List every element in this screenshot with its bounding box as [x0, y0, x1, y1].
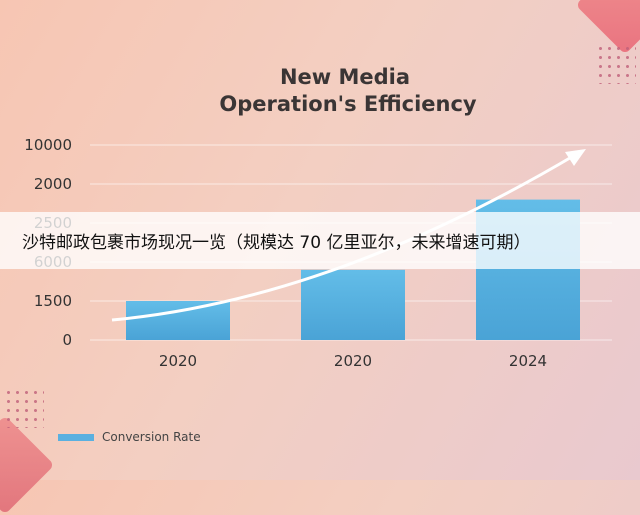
x-category-label: 2024: [509, 352, 547, 370]
y-tick-label: 0: [62, 331, 72, 349]
x-category-label: 2020: [159, 352, 197, 370]
y-tick-label: 2000: [34, 175, 72, 193]
decorative-dot-grid-top-right: [596, 44, 636, 84]
legend-swatch: [58, 433, 94, 441]
x-category-label: 2020: [334, 352, 372, 370]
bar: [126, 301, 230, 340]
chart-title-line-2: Operation's Efficiency: [219, 92, 477, 116]
chart-title-line-1: New Media: [280, 65, 410, 89]
legend-label: Conversion Rate: [102, 430, 201, 444]
banner-text: 沙特邮政包裹市场现况一览（规模达 70 亿里亚尔，未来增速可期）: [22, 233, 531, 253]
y-tick-label: 10000: [24, 136, 72, 154]
legend: Conversion Rate: [58, 430, 201, 444]
y-tick-label: 1500: [34, 292, 72, 310]
decorative-dot-grid-bottom-left: [4, 388, 44, 428]
x-axis-category-labels: 2020 2020 2024: [159, 352, 547, 370]
trend-arrow-head: [565, 149, 586, 166]
overlay-banner: 沙特邮政包裹市场现况一览（规模达 70 亿里亚尔，未来增速可期）: [0, 212, 640, 269]
bar: [301, 269, 405, 340]
